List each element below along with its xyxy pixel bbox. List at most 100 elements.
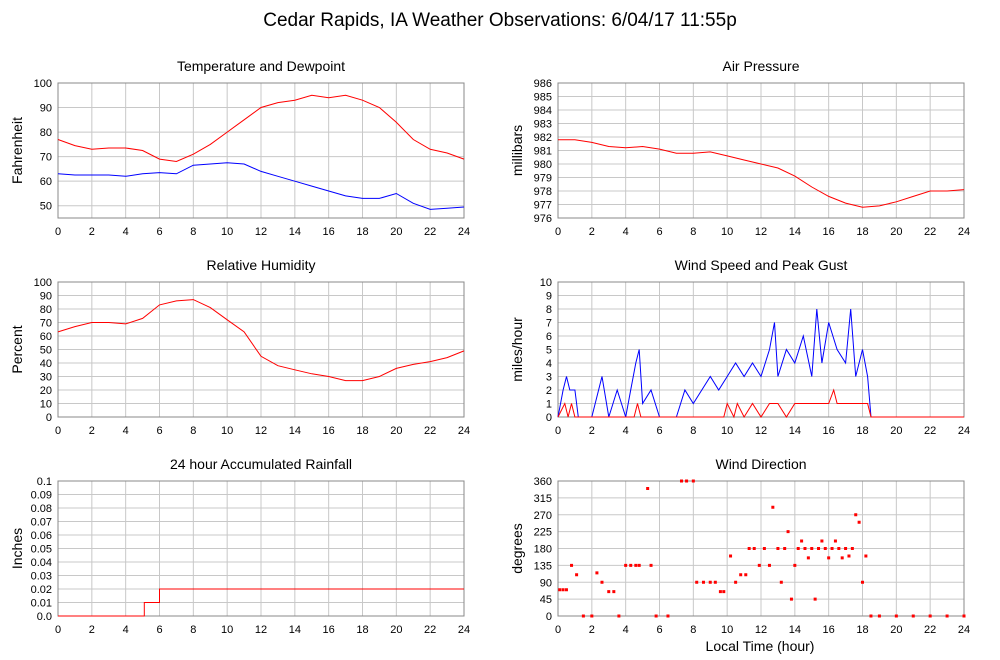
- y-axis-title: Fahrenheit: [9, 117, 25, 184]
- x-tick-label: 8: [690, 624, 696, 636]
- x-tick-label: 24: [958, 624, 970, 636]
- data-point: [654, 614, 658, 618]
- data-point: [847, 554, 851, 558]
- data-point: [869, 614, 873, 618]
- x-tick-label: 18: [856, 624, 868, 636]
- data-point: [833, 539, 837, 543]
- x-tick-label: 14: [289, 226, 301, 238]
- series-line: [57, 94, 465, 163]
- y-tick-label: 90: [540, 577, 552, 589]
- x-tick-label: 16: [823, 624, 835, 636]
- x-tick-label: 22: [424, 425, 436, 437]
- x-tick-label: 0: [55, 624, 61, 636]
- y-tick-label: 90: [40, 103, 52, 115]
- data-point: [634, 563, 638, 567]
- data-point: [767, 563, 771, 567]
- y-tick-label: 985: [534, 92, 552, 104]
- x-tick-label: 22: [424, 226, 436, 238]
- data-point: [830, 547, 834, 550]
- series-line: [57, 299, 465, 382]
- data-point: [894, 614, 898, 618]
- x-tick-label: 10: [721, 624, 733, 636]
- data-point: [713, 580, 717, 584]
- data-point: [629, 563, 633, 567]
- y-tick-label: 100: [34, 277, 52, 289]
- x-tick-label: 2: [89, 226, 95, 238]
- data-point: [810, 547, 814, 550]
- plot-frame: [557, 480, 965, 617]
- series-line: [558, 139, 965, 208]
- x-tick-label: 20: [890, 226, 902, 238]
- x-tick-label: 2: [589, 425, 595, 437]
- y-tick-label: 360: [534, 476, 552, 488]
- data-point: [771, 505, 775, 509]
- x-tick-label: 2: [589, 226, 595, 238]
- data-point: [679, 479, 683, 483]
- y-tick-label: 0.06: [31, 530, 52, 542]
- x-tick-label: 24: [458, 624, 470, 636]
- x-tick-label: 18: [356, 226, 368, 238]
- y-tick-label: 980: [534, 159, 552, 171]
- y-tick-label: 80: [40, 304, 52, 316]
- y-tick-label: 30: [40, 372, 52, 384]
- y-tick-label: 10: [540, 277, 552, 289]
- x-tick-label: 4: [123, 226, 129, 238]
- data-point: [600, 580, 604, 584]
- x-tick-label: 8: [690, 425, 696, 437]
- data-point: [837, 547, 841, 550]
- series-line: [557, 308, 964, 418]
- x-tick-label: 16: [323, 624, 335, 636]
- x-tick-label: 18: [356, 624, 368, 636]
- x-tick-label: 8: [190, 624, 196, 636]
- x-tick-label: 22: [924, 425, 936, 437]
- y-tick-label: 0: [46, 412, 52, 424]
- y-tick-label: 60: [40, 331, 52, 343]
- x-tick-label: 10: [721, 226, 733, 238]
- y-tick-label: 70: [40, 318, 52, 330]
- x-tick-label: 20: [390, 624, 402, 636]
- x-tick-label: 0: [555, 624, 561, 636]
- y-tick-label: 0.01: [31, 598, 52, 610]
- data-point: [558, 588, 562, 592]
- y-tick-label: 7: [546, 318, 552, 330]
- plot-frame: [557, 82, 965, 219]
- x-tick-label: 20: [390, 425, 402, 437]
- x-tick-label: 6: [156, 624, 162, 636]
- x-tick-label: 14: [789, 425, 801, 437]
- series-line: [57, 162, 465, 210]
- data-point: [800, 539, 804, 543]
- y-tick-label: 225: [534, 527, 552, 539]
- data-point: [783, 547, 787, 550]
- data-point: [817, 547, 821, 550]
- x-tick-label: 14: [289, 624, 301, 636]
- x-tick-label: 22: [924, 226, 936, 238]
- x-tick-label: 12: [255, 624, 267, 636]
- x-tick-label: 0: [55, 425, 61, 437]
- x-tick-label: 4: [623, 226, 629, 238]
- x-tick-label: 2: [589, 624, 595, 636]
- y-axis-title: millibars: [509, 125, 525, 176]
- x-tick-label: 12: [755, 226, 767, 238]
- data-point: [779, 580, 783, 584]
- plot-frame: [57, 281, 465, 418]
- data-point: [734, 580, 738, 584]
- data-point: [796, 547, 800, 550]
- y-tick-label: 976: [534, 213, 552, 225]
- x-tick-label: 6: [656, 624, 662, 636]
- data-point: [757, 563, 761, 567]
- data-point: [786, 530, 790, 534]
- data-point: [637, 563, 641, 567]
- y-tick-label: 180: [534, 544, 552, 556]
- y-tick-label: 270: [534, 510, 552, 522]
- y-tick-label: 979: [534, 173, 552, 185]
- x-tick-label: 20: [890, 425, 902, 437]
- y-tick-label: 0.07: [31, 517, 52, 529]
- data-point: [739, 573, 743, 577]
- data-point: [718, 590, 722, 594]
- data-point: [624, 563, 628, 567]
- y-tick-label: 9: [546, 291, 552, 303]
- y-tick-label: 315: [534, 493, 552, 505]
